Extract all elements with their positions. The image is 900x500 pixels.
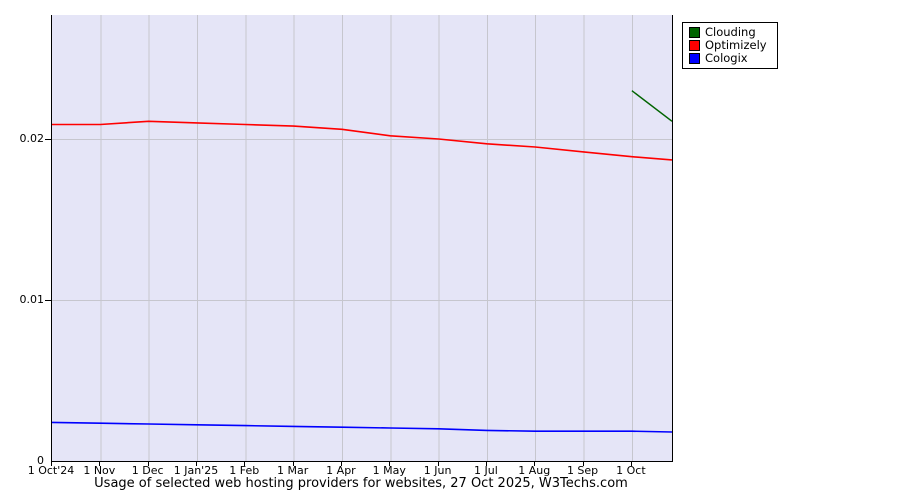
series-line-cologix <box>52 421 672 433</box>
x-tick-mark <box>437 462 439 466</box>
legend-label: Cologix <box>705 51 748 65</box>
x-tick-mark <box>485 462 487 466</box>
legend-item-optimizely: Optimizely <box>689 39 767 52</box>
x-tick-label: 1 Feb <box>229 464 260 477</box>
x-tick-mark <box>51 462 52 466</box>
x-tick-mark <box>630 462 632 466</box>
series-line-optimizely <box>52 120 672 161</box>
x-tick-mark <box>534 462 536 466</box>
x-tick-mark <box>99 462 101 466</box>
x-tick-mark <box>244 462 246 466</box>
x-tick-label: 1 Sep <box>566 464 599 477</box>
legend-label: Clouding <box>705 25 756 39</box>
x-tick-label: 1 Oct <box>616 464 646 477</box>
legend-item-clouding: Clouding <box>689 26 767 39</box>
y-tick-label: 0.02 <box>19 131 45 145</box>
chart-caption: Usage of selected web hosting providers … <box>94 476 628 491</box>
x-tick-label: 1 Apr <box>326 464 356 477</box>
x-tick-mark <box>389 462 391 466</box>
y-tick-mark <box>45 299 51 301</box>
x-tick-mark <box>340 462 342 466</box>
legend-box: Clouding Optimizely Cologix <box>682 22 778 69</box>
x-tick-label: 1 Nov <box>83 464 116 477</box>
y-tick-label: 0 <box>37 454 44 467</box>
legend-item-cologix: Cologix <box>689 52 767 65</box>
legend-label: Optimizely <box>705 38 767 52</box>
x-tick-mark <box>147 462 149 466</box>
legend-swatch-icon <box>689 40 700 51</box>
legend-swatch-icon <box>689 53 700 64</box>
x-tick-label: 1 Jul <box>474 464 498 477</box>
plot-area <box>51 15 673 462</box>
x-tick-mark <box>582 462 584 466</box>
y-tick-label: 0.01 <box>19 292 45 306</box>
x-tick-label: 1 Jun <box>423 464 452 477</box>
plot-canvas <box>52 15 672 461</box>
x-tick-label: 1 May <box>372 464 406 477</box>
series-line-clouding <box>631 90 672 122</box>
legend-swatch-icon <box>689 27 700 38</box>
x-tick-mark <box>195 462 197 466</box>
x-tick-label: 1 Dec <box>131 464 164 477</box>
x-tick-label: 1 Aug <box>518 464 551 477</box>
y-tick-mark <box>45 138 51 140</box>
x-tick-mark <box>292 462 294 466</box>
x-tick-label: 1 Jan'25 <box>173 464 219 477</box>
x-tick-label: 1 Mar <box>276 464 309 477</box>
plot-background <box>52 15 672 461</box>
x-tick-label: 1 Oct'24 <box>27 464 75 477</box>
